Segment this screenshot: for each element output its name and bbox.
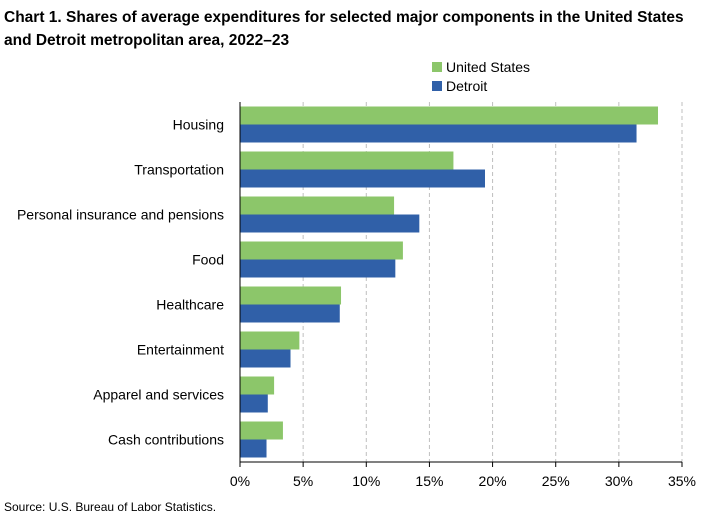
source-note: Source: U.S. Bureau of Labor Statistics. (4, 500, 217, 514)
category-label-personal-insurance-and-pensions: Personal insurance and pensions (17, 207, 224, 223)
bar-united-states-cash-contributions (240, 421, 283, 440)
x-tick-label-20: 20% (479, 473, 507, 489)
bar-detroit-cash-contributions (240, 439, 267, 458)
category-label-healthcare: Healthcare (156, 297, 224, 313)
legend-swatch-united-states (432, 61, 442, 72)
bar-detroit-personal-insurance-and-pensions (240, 214, 420, 233)
x-tick-label-0: 0% (230, 473, 250, 489)
bar-detroit-housing (240, 124, 637, 143)
bar-united-states-food (240, 241, 403, 260)
bar-detroit-entertainment (240, 349, 291, 368)
x-tick-label-10: 10% (352, 473, 380, 489)
legend: United States Detroit (432, 57, 530, 95)
legend-swatch-detroit (432, 80, 442, 91)
x-tick-label-30: 30% (605, 473, 633, 489)
category-label-food: Food (192, 252, 224, 268)
bar-united-states-housing (240, 106, 659, 125)
x-tick-label-5: 5% (293, 473, 313, 489)
bar-detroit-transportation (240, 169, 485, 188)
bar-united-states-personal-insurance-and-pensions (240, 196, 395, 215)
category-label-transportation: Transportation (134, 162, 224, 178)
x-tick-label-35: 35% (668, 473, 696, 489)
bar-united-states-entertainment (240, 331, 300, 350)
bar-detroit-healthcare (240, 304, 340, 323)
x-tick-label-25: 25% (542, 473, 570, 489)
legend-label-united-states: United States (446, 58, 531, 75)
bar-detroit-food (240, 259, 396, 278)
bar-united-states-apparel-and-services (240, 376, 275, 395)
legend-label-detroit: Detroit (446, 77, 488, 94)
bar-detroit-apparel-and-services (240, 394, 268, 413)
x-tick-label-15: 15% (415, 473, 443, 489)
category-label-housing: Housing (173, 117, 224, 133)
category-label-cash-contributions: Cash contributions (108, 432, 224, 448)
category-label-entertainment: Entertainment (137, 342, 224, 358)
category-label-apparel-and-services: Apparel and services (93, 387, 224, 403)
bar-united-states-transportation (240, 151, 454, 170)
chart-title: Chart 1. Shares of average expenditures … (4, 9, 684, 49)
bar-united-states-healthcare (240, 286, 342, 305)
legend-item-united-states: United States (432, 57, 530, 76)
legend-item-detroit: Detroit (432, 76, 530, 95)
